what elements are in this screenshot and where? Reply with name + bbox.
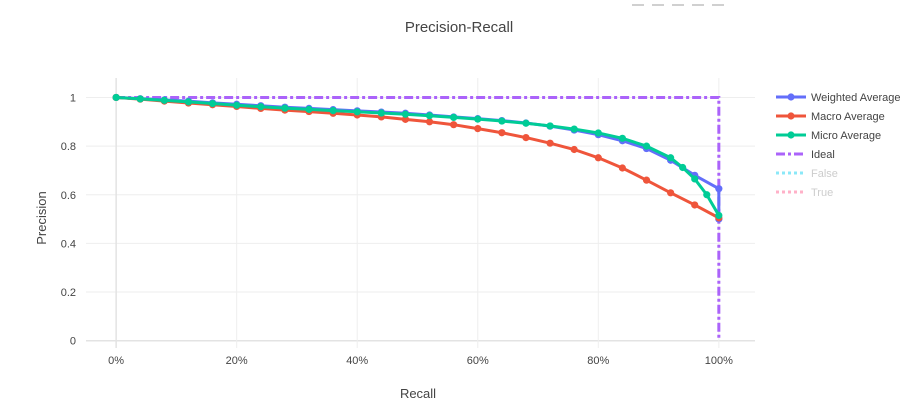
macro-average-point[interactable] <box>425 118 434 126</box>
micro-average-point[interactable] <box>305 105 313 113</box>
y-tick-label: 1 <box>70 92 76 104</box>
legend-label: Ideal <box>811 149 835 161</box>
macro-average-point[interactable] <box>498 129 506 137</box>
macro-average-point[interactable] <box>691 201 699 209</box>
legend-label: Macro Average <box>811 111 885 123</box>
micro-average-line[interactable] <box>116 95 721 217</box>
legend-item-weighted-average[interactable]: Weighted Average <box>776 92 901 104</box>
micro-average-point[interactable] <box>618 134 627 142</box>
legend[interactable]: Weighted Average Macro Average Micro Avera… <box>776 92 901 199</box>
micro-average-point[interactable] <box>522 119 530 127</box>
y-tick-label: 0.2 <box>61 287 76 299</box>
y-tick-label: 0.4 <box>61 238 76 250</box>
micro-average-point[interactable] <box>184 98 193 106</box>
x-tick-label: 20% <box>226 355 248 367</box>
legend-label: Micro Average <box>811 130 881 142</box>
autoscale-icon[interactable] <box>692 0 704 6</box>
y-tick-label: 0 <box>70 336 76 348</box>
micro-average-point[interactable] <box>679 163 687 172</box>
micro-average-point[interactable] <box>667 154 675 162</box>
macro-average-point[interactable] <box>522 133 530 142</box>
ideal-line[interactable] <box>116 95 721 341</box>
macro-average-point[interactable] <box>667 189 675 197</box>
legend-item-macro-average[interactable]: Macro Average <box>776 111 885 123</box>
macro-average-point[interactable] <box>401 115 410 123</box>
weighted-average-point[interactable] <box>715 185 723 193</box>
legend-label: Weighted Average <box>811 92 901 104</box>
micro-average-point[interactable] <box>450 113 458 122</box>
weighted-average-series[interactable] <box>112 93 723 223</box>
legend-item-ideal[interactable]: Ideal <box>776 149 835 161</box>
x-axis-ticks: 0% 20% 40% 60% 80% 100% <box>108 355 733 367</box>
micro-average-point[interactable] <box>703 191 711 199</box>
x-axis-title: Recall <box>400 386 436 401</box>
micro-average-point[interactable] <box>474 115 482 123</box>
legend-item-false[interactable]: False <box>776 168 838 180</box>
legend-marker <box>787 131 795 139</box>
legend-label: True <box>811 187 833 199</box>
micro-average-point[interactable] <box>715 211 723 220</box>
x-tick-label: 40% <box>346 355 368 367</box>
micro-average-point[interactable] <box>160 96 168 104</box>
micro-average-point[interactable] <box>233 101 241 109</box>
macro-average-point[interactable] <box>594 154 602 162</box>
chart-title: Precision-Recall <box>405 19 513 36</box>
micro-average-point[interactable] <box>208 99 217 108</box>
zoom-in-icon[interactable] <box>652 0 664 6</box>
micro-average-point[interactable] <box>329 106 337 115</box>
macro-average-point[interactable] <box>546 139 554 147</box>
micro-average-point[interactable] <box>691 175 699 183</box>
pan-icon[interactable] <box>632 0 644 6</box>
macro-average-point[interactable] <box>618 164 627 172</box>
y-tick-label: 0.8 <box>61 141 76 153</box>
micro-average-point[interactable] <box>642 142 651 150</box>
x-tick-label: 80% <box>587 355 609 367</box>
micro-average-series[interactable] <box>112 93 723 220</box>
macro-average-point[interactable] <box>642 176 651 184</box>
micro-average-point[interactable] <box>594 129 602 137</box>
macro-average-point[interactable] <box>570 145 578 154</box>
micro-average-point[interactable] <box>498 117 506 125</box>
micro-average-point[interactable] <box>136 95 144 103</box>
y-axis-title: Precision <box>34 191 49 244</box>
micro-average-point[interactable] <box>281 104 289 112</box>
micro-average-point[interactable] <box>401 110 410 118</box>
grid-lines <box>86 78 755 348</box>
x-tick-label: 60% <box>467 355 489 367</box>
micro-average-point[interactable] <box>546 122 554 130</box>
ideal-series[interactable] <box>116 95 721 341</box>
zoom-out-icon[interactable] <box>672 0 684 6</box>
x-tick-label: 0% <box>108 355 124 367</box>
macro-average-point[interactable] <box>474 124 482 133</box>
x-tick-label: 100% <box>705 355 733 367</box>
y-axis-ticks: 0 0.2 0.4 0.6 0.8 1 <box>61 92 76 347</box>
macro-average-point[interactable] <box>450 121 458 129</box>
reset-axes-icon[interactable] <box>712 0 724 6</box>
micro-average-point[interactable] <box>112 93 120 102</box>
legend-marker <box>787 112 795 120</box>
legend-label: False <box>811 168 838 180</box>
micro-average-point[interactable] <box>570 125 578 133</box>
micro-average-point[interactable] <box>425 112 434 120</box>
micro-average-point[interactable] <box>257 103 265 111</box>
micro-average-point[interactable] <box>353 108 361 116</box>
y-tick-label: 0.6 <box>61 190 76 202</box>
series-layer[interactable] <box>112 93 723 341</box>
legend-item-true[interactable]: True <box>776 187 833 199</box>
modebar[interactable] <box>632 0 724 6</box>
legend-marker <box>787 93 795 101</box>
micro-average-point[interactable] <box>377 109 385 117</box>
legend-item-micro-average[interactable]: Micro Average <box>776 130 881 142</box>
